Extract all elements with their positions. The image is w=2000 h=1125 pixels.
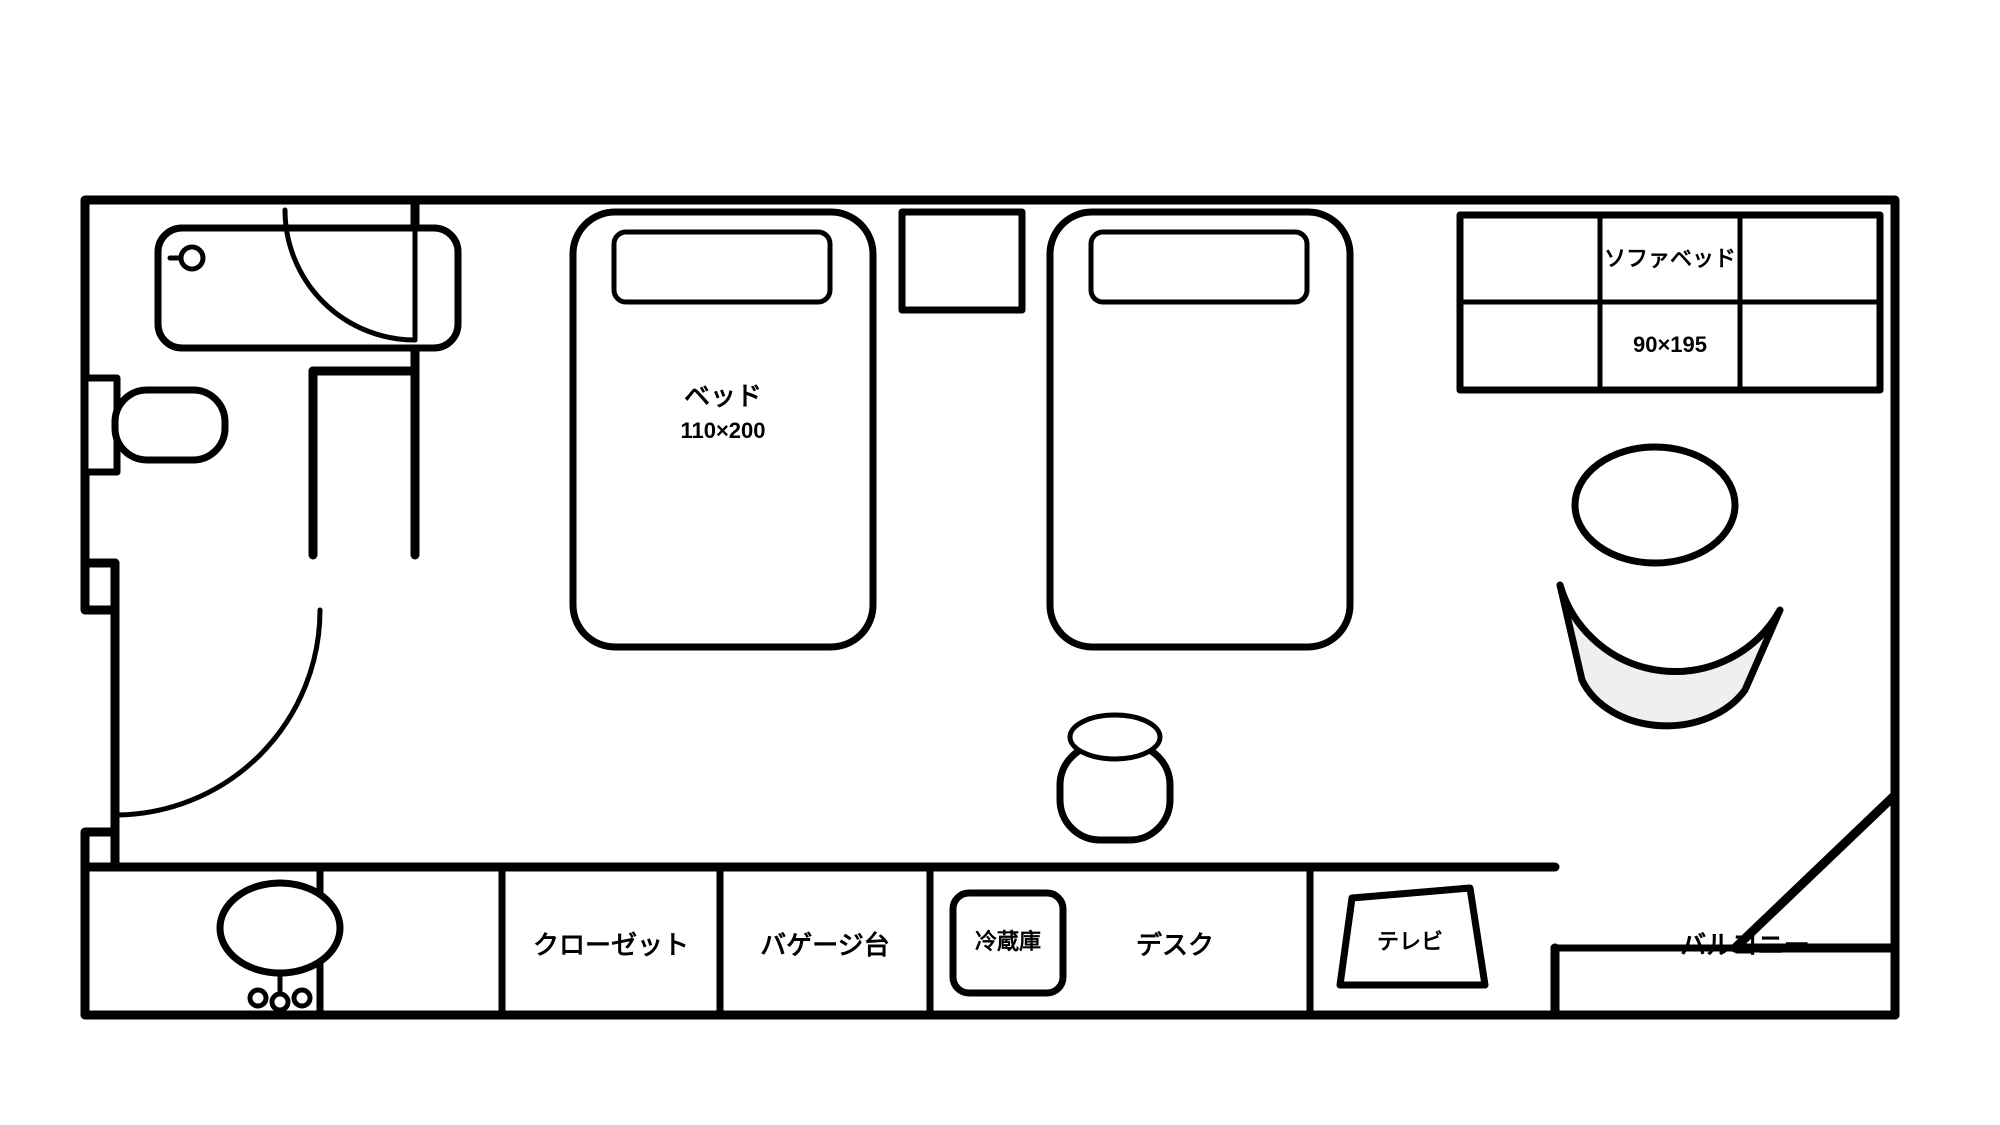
sofa-bed-size-label: 90×195 xyxy=(1633,332,1707,357)
fridge-label: 冷蔵庫 xyxy=(975,929,1041,954)
bed-label: ベッド xyxy=(684,381,762,411)
bed-2-pillow xyxy=(1091,232,1307,302)
bed-1-pillow xyxy=(614,232,830,302)
section-label-2: クローゼット xyxy=(533,930,689,960)
vanity-mirror-icon xyxy=(220,883,340,973)
section-label-4: デスク xyxy=(1136,930,1214,960)
nightstand xyxy=(902,212,1022,310)
vanity-caster-2 xyxy=(294,990,310,1006)
tv-label: テレビ xyxy=(1377,929,1443,954)
section-label-3: バゲージ台 xyxy=(760,930,889,960)
sofa-bed-label: ソファベッド xyxy=(1604,246,1736,271)
vanity-caster-1 xyxy=(272,994,288,1010)
bed-size-label: 110×200 xyxy=(680,418,765,443)
hotel-room-floor-plan: ベッド 110×200 ソファベッド 90×195 クローゼット バゲージ台 デスク 冷蔵庫 テ… xyxy=(0,0,2000,1125)
door-jamb-top xyxy=(85,563,115,610)
door-jamb-bottom xyxy=(85,832,115,867)
desk-stool-top xyxy=(1070,715,1160,759)
shower-head-icon xyxy=(181,247,203,269)
toilet-seat-icon xyxy=(115,390,225,460)
coffee-table-icon xyxy=(1575,447,1735,563)
vanity-caster-0 xyxy=(250,990,266,1006)
balcony-label: バルコニー xyxy=(1680,930,1809,960)
